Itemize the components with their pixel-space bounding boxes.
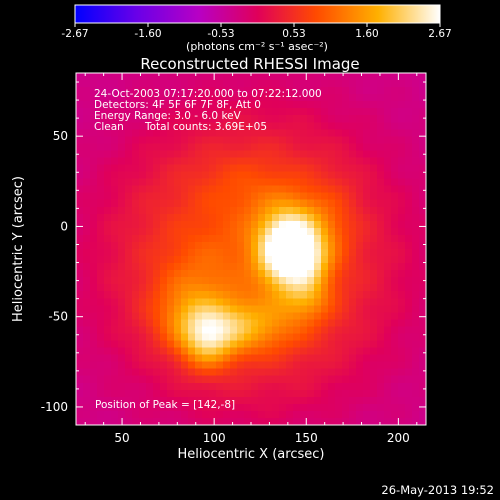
- colorbar: [74, 4, 441, 24]
- colorbar-unit-label: (photons cm⁻² s⁻¹ asec⁻²): [186, 40, 328, 53]
- y-axis-label: Heliocentric Y (arcsec): [11, 176, 26, 322]
- annotation-detectors: Detectors: 4F 5F 6F 7F 8F, Att 0: [94, 99, 261, 111]
- timestamp: 26-May-2013 19:52: [381, 483, 494, 497]
- colorbar-tick-label: -1.60: [134, 28, 161, 40]
- x-tick-label: 150: [295, 431, 318, 445]
- chart-title: Reconstructed RHESSI Image: [140, 55, 359, 73]
- plot-area: [75, 72, 427, 426]
- colorbar-tick-label: 2.67: [428, 28, 451, 40]
- x-axis-ticks: 50 100 150 200: [84, 73, 418, 445]
- y-tick-label: 50: [53, 129, 68, 143]
- colorbar-tick-labels: -2.67 -1.60 -0.53 0.53 1.60 2.67: [61, 28, 451, 40]
- colorbar-tick-label: -2.67: [61, 28, 88, 40]
- annotation-total-counts: Total counts: 3.69E+05: [144, 121, 267, 133]
- y-tick-label: -50: [48, 310, 68, 324]
- y-tick-label: -100: [41, 400, 68, 414]
- annotation-energy-range: Energy Range: 3.0 - 6.0 keV: [94, 110, 242, 122]
- colorbar-ticks: [74, 23, 441, 27]
- peak-position-label: Position of Peak = [142,-8]: [95, 399, 235, 411]
- x-tick-label: 50: [114, 431, 129, 445]
- y-tick-label: 0: [60, 219, 68, 233]
- y-axis-ticks: -100 -50 0 50: [41, 81, 426, 414]
- annotation-time-range: 24-Oct-2003 07:17:20.000 to 07:22:12.000: [94, 88, 322, 100]
- annotation-method: Clean: [94, 121, 124, 133]
- colorbar-tick-label: -0.53: [207, 28, 234, 40]
- x-tick-label: 200: [387, 431, 410, 445]
- colorbar-tick-label: 0.53: [282, 28, 305, 40]
- colorbar-tick-label: 1.60: [355, 28, 378, 40]
- heatmap-image: [76, 73, 426, 425]
- x-axis-label: Heliocentric X (arcsec): [178, 447, 325, 462]
- x-tick-label: 100: [203, 431, 226, 445]
- annotation-block: 24-Oct-2003 07:17:20.000 to 07:22:12.000…: [94, 88, 322, 133]
